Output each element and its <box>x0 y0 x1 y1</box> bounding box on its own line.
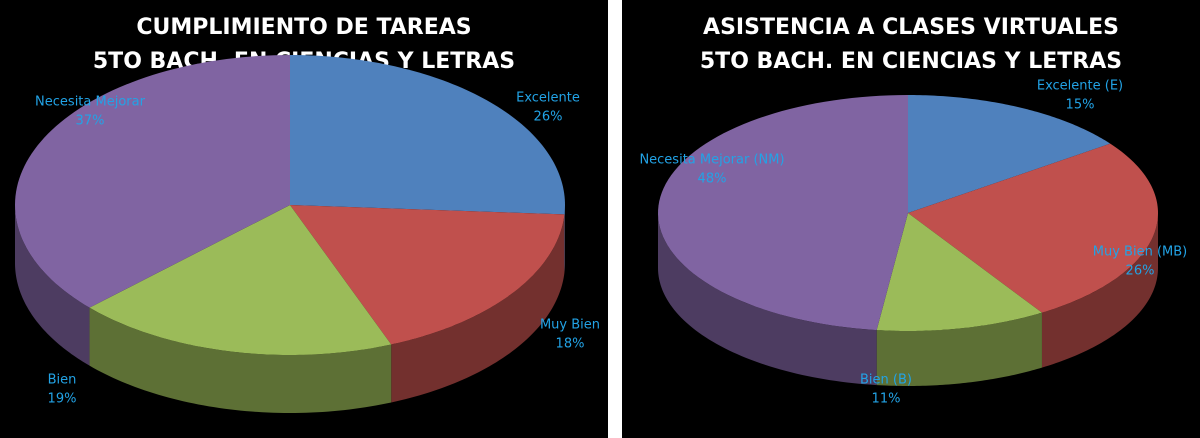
slice-side <box>89 307 392 413</box>
slice-side <box>876 312 1042 386</box>
value-label: 48% <box>698 172 727 187</box>
slice-label: Necesita Mejorar (NM) <box>639 153 784 168</box>
chart-subtitle: 5TO BACH. EN CIENCIAS Y LETRAS <box>700 49 1122 74</box>
slice-side <box>15 205 90 366</box>
value-label: 18% <box>556 337 585 352</box>
slice-side <box>391 214 565 403</box>
value-label: 26% <box>534 110 563 125</box>
slice-label: Bien (B) <box>860 373 912 388</box>
slice-label: Excelente <box>516 91 580 106</box>
slice <box>876 213 1042 331</box>
slice <box>15 55 291 308</box>
slice-label: Necesita Mejorar <box>35 95 146 110</box>
value-label: 37% <box>76 114 105 129</box>
slice <box>290 55 565 215</box>
slice-label: Muy Bien <box>540 318 600 333</box>
slice <box>908 143 1158 313</box>
slice-label: Excelente (E) <box>1037 79 1123 94</box>
slice <box>658 95 908 331</box>
value-label: 19% <box>48 392 77 407</box>
slice-side <box>564 205 565 273</box>
slice <box>908 95 1111 213</box>
slice <box>89 205 392 355</box>
slice-side <box>1041 213 1158 368</box>
slice-label: Bien <box>48 373 77 388</box>
value-label: 11% <box>872 392 901 407</box>
chart-title: ASISTENCIA A CLASES VIRTUALES <box>703 15 1119 40</box>
slice-side <box>658 213 877 386</box>
value-label: 26% <box>1126 264 1155 279</box>
chart-title: CUMPLIMIENTO DE TAREAS <box>136 15 471 40</box>
slice-label: Muy Bien (MB) <box>1093 245 1187 260</box>
slice <box>290 205 565 345</box>
value-label: 15% <box>1066 98 1095 113</box>
